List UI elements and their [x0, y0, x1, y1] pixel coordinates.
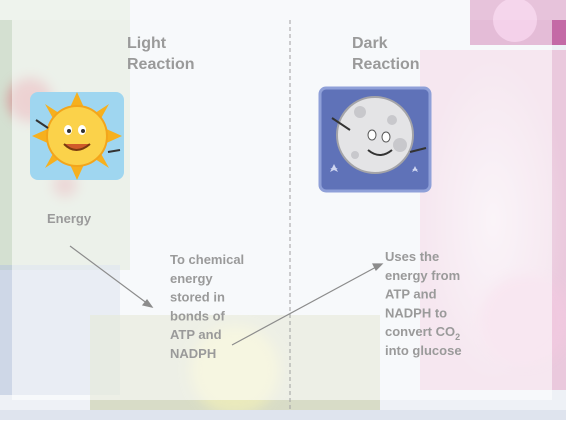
sun-icon — [30, 92, 124, 180]
text-line: convert CO — [385, 324, 455, 339]
text-line: energy — [170, 271, 213, 286]
text-line: into glucose — [385, 343, 462, 358]
heading-line: Dark — [352, 35, 388, 52]
text-line: NADPH — [170, 346, 216, 361]
text-line: stored in — [170, 290, 225, 305]
light-heading: Light Reaction — [127, 35, 195, 73]
heading-line: Reaction — [352, 56, 420, 73]
dark-text: Uses the energy from ATP and NADPH to conver… — [385, 249, 462, 358]
arrows — [69, 245, 384, 346]
text-line: ATP and — [385, 287, 437, 302]
text-line: energy from — [385, 268, 460, 283]
heading-line: Reaction — [127, 56, 195, 73]
text-line: bonds of — [170, 308, 226, 323]
text-line: To chemical — [170, 252, 244, 267]
heading-line: Light — [127, 35, 167, 52]
moon-icon — [318, 86, 432, 193]
text-line: ATP and — [170, 327, 222, 342]
text-line: Uses the — [385, 249, 439, 264]
subscript: 2 — [455, 332, 460, 342]
energy-label: Energy — [47, 211, 92, 226]
dark-heading: Dark Reaction — [352, 35, 420, 73]
light-text: To chemical energy stored in bonds of ATP an… — [170, 252, 244, 361]
text-line: NADPH to — [385, 305, 447, 320]
content-panel — [12, 20, 552, 400]
